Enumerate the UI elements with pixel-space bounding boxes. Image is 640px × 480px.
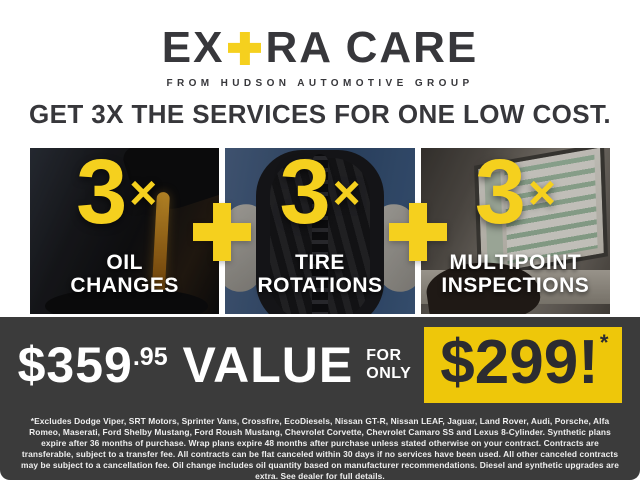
oil-changes-panel: 3× OIL CHANGES: [30, 148, 220, 314]
service-panels: 3× OIL CHANGES 3× TIRE ROTATIONS: [30, 148, 610, 314]
value-cents: .95: [132, 343, 168, 371]
value-price: $359.95 VALUE: [17, 337, 354, 393]
logo: EX RA CARE FROM HUDSON AUTOMOTIVE GROUP: [0, 26, 640, 90]
logo-wordmark: EX RA CARE: [0, 26, 640, 70]
tire-groove-shape: [311, 154, 328, 314]
logo-tagline: FROM HUDSON AUTOMOTIVE GROUP: [166, 78, 474, 89]
headline: GET 3X THE SERVICES FOR ONE LOW COST.: [28, 99, 612, 129]
laptop-inspection-photo: [420, 148, 610, 314]
disclaimer-text: *Excludes Dodge Viper, SRT Motors, Sprin…: [21, 416, 619, 480]
plus-icon: [389, 203, 447, 261]
for-only-label: FOR ONLY: [366, 347, 412, 382]
service-label: MULTIPOINT INSPECTIONS: [441, 251, 590, 297]
tire-rotations-panel: 3× TIRE ROTATIONS: [225, 148, 415, 314]
footnote-asterisk: *: [599, 330, 609, 355]
price-row: $359.95 VALUE FOR ONLY $299! *: [18, 327, 623, 403]
photo-shade: [420, 148, 610, 314]
offer-band: $359.95 VALUE FOR ONLY $299! * *Excludes D…: [0, 317, 640, 480]
sale-price: $299!: [440, 328, 599, 397]
photo-shade: [30, 148, 220, 314]
plus-icon: [228, 31, 262, 65]
oil-pool-shape: [45, 288, 208, 314]
multiplier-text: 3×: [279, 148, 361, 243]
multiplier-text: 3×: [474, 148, 556, 243]
tire-mechanic-photo: [225, 148, 415, 314]
value-word: VALUE: [182, 337, 354, 393]
multipoint-inspections-panel: 3× MULTIPOINT INSPECTIONS: [420, 148, 610, 314]
oil-pour-photo: [30, 148, 220, 314]
logo-text-suffix: RA CARE: [265, 23, 479, 72]
service-label: TIRE ROTATIONS: [257, 251, 383, 297]
photo-shade: [225, 148, 415, 314]
sale-price-box: $299! *: [424, 327, 623, 403]
plus-icon: [193, 203, 251, 261]
tire-shape: [255, 150, 384, 314]
logo-text-prefix: EX: [161, 23, 225, 72]
service-label: OIL CHANGES: [70, 251, 179, 297]
multiplier-text: 3×: [76, 148, 158, 243]
